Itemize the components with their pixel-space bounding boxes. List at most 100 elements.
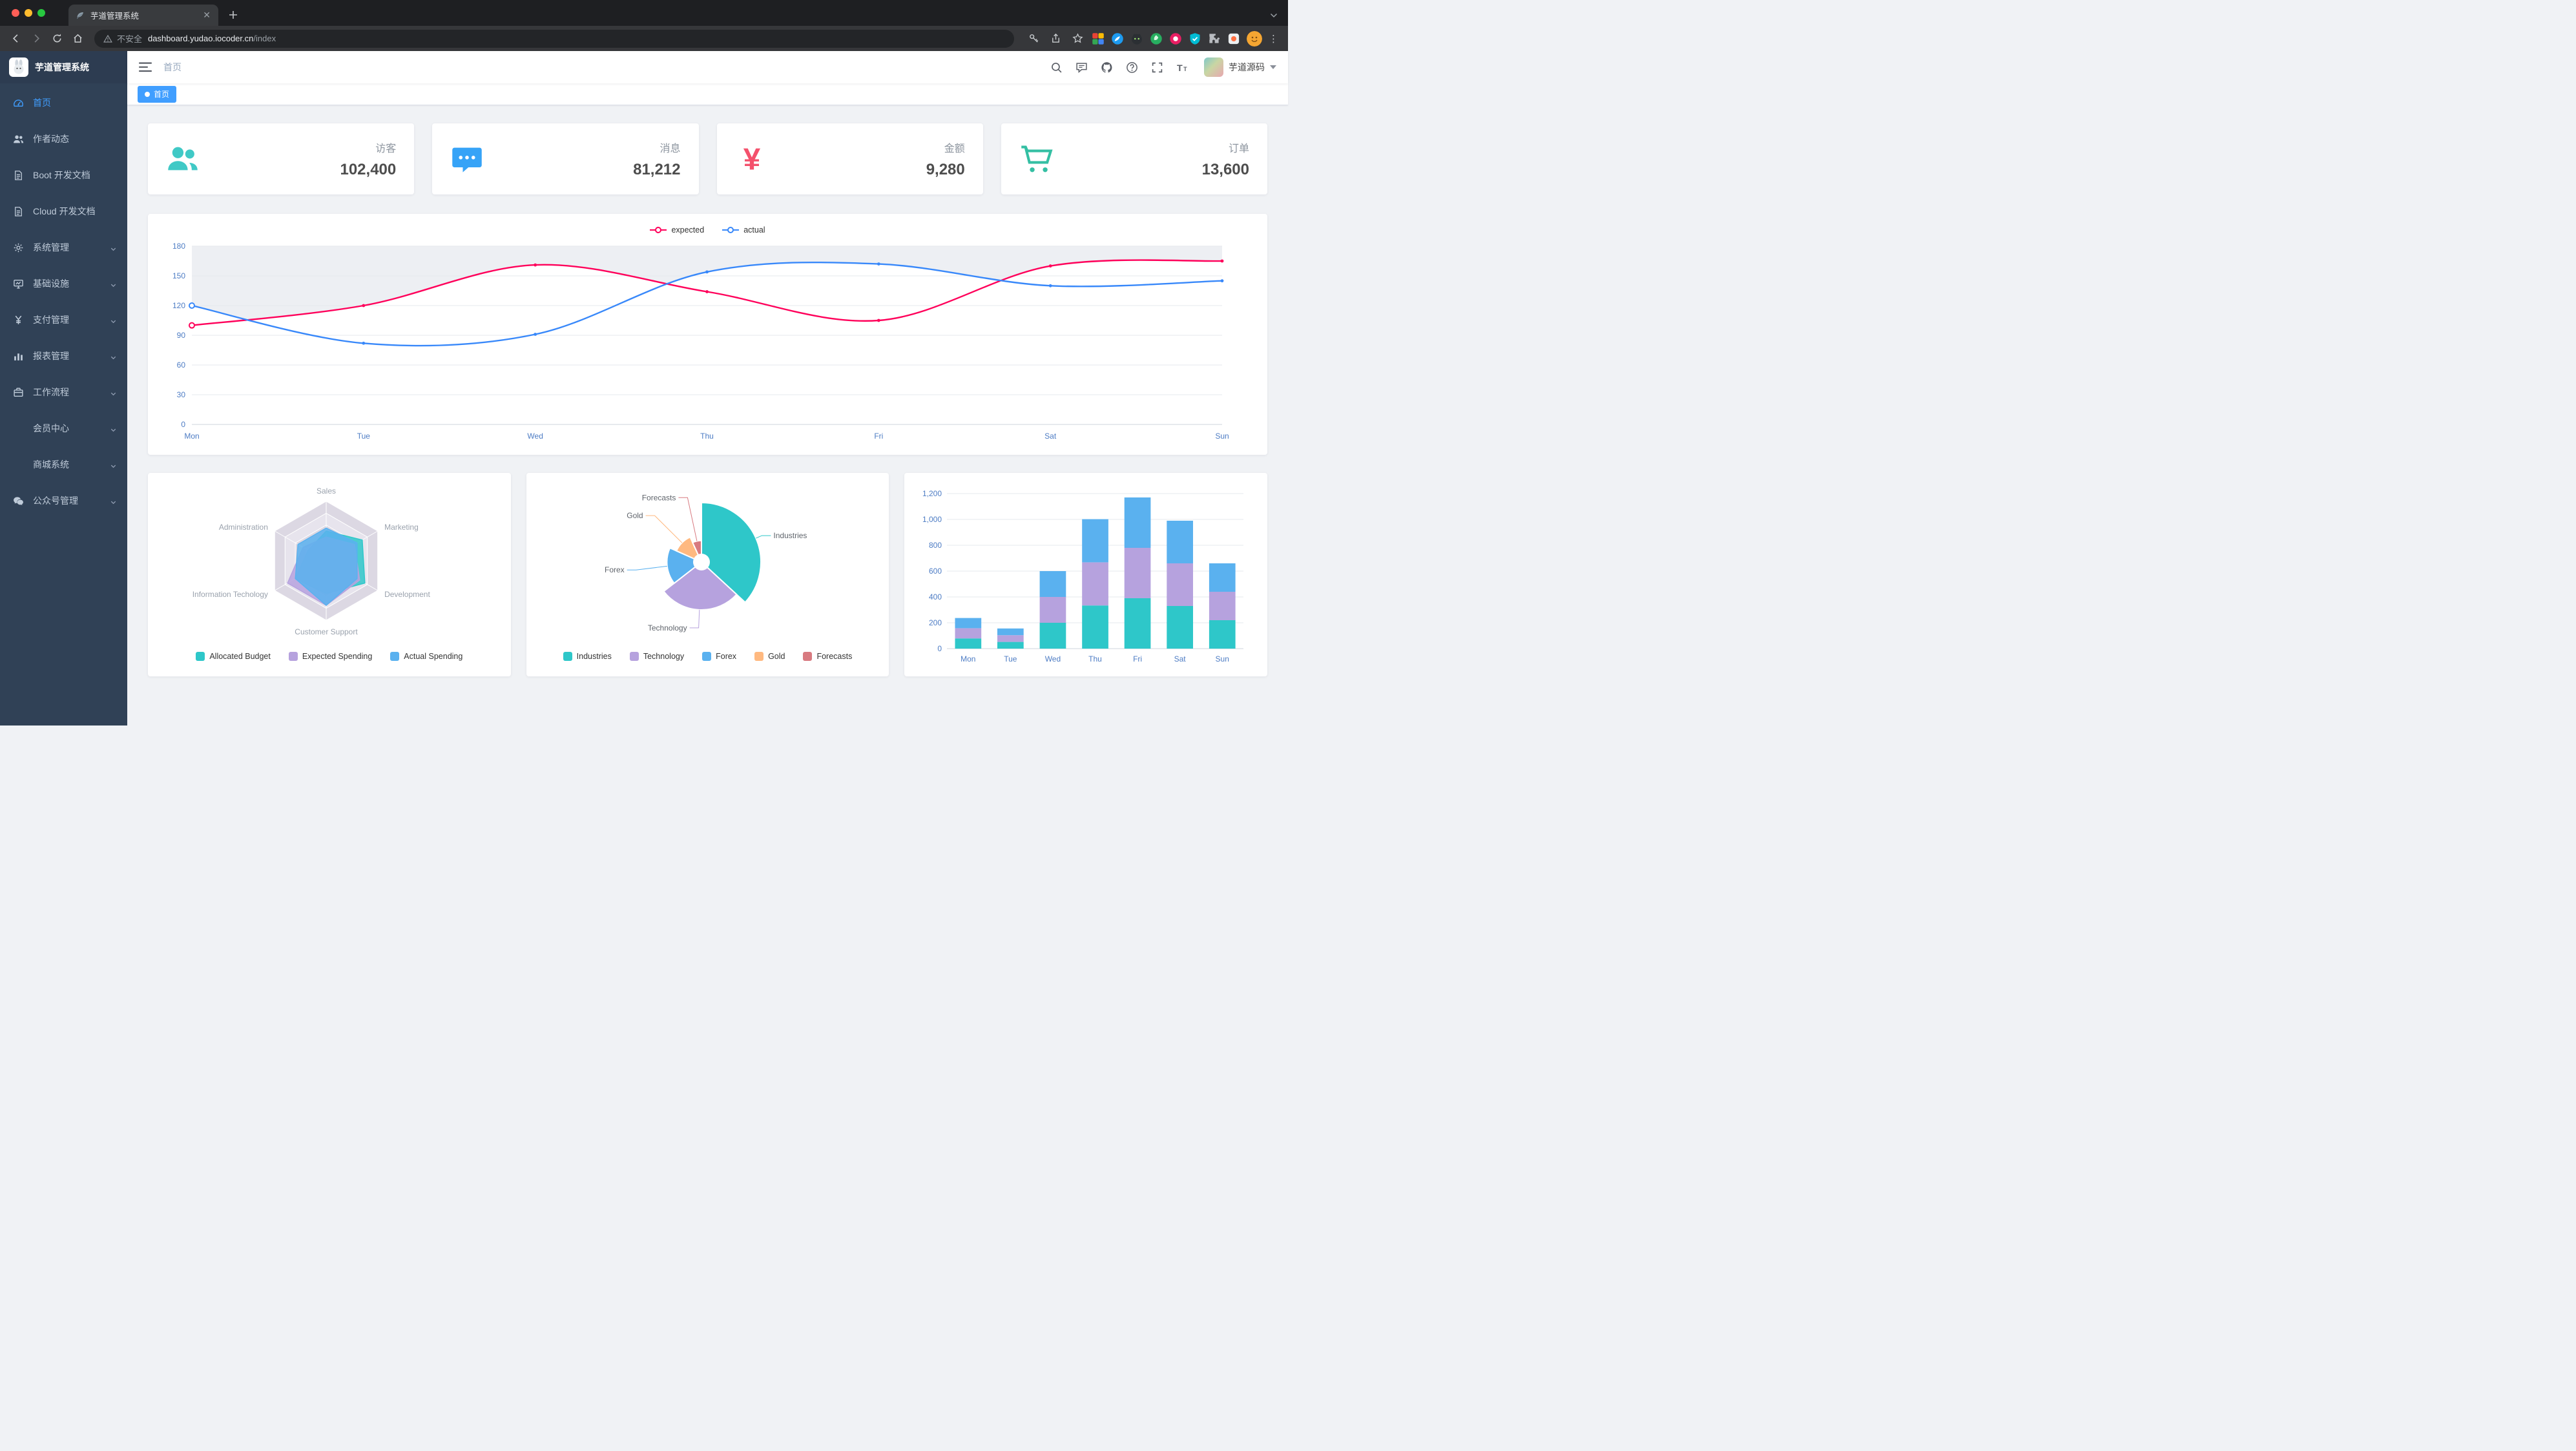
sidebar-item-author[interactable]: 作者动态	[0, 121, 127, 157]
browser-menu-kebab-icon[interactable]: ⋮	[1269, 33, 1278, 45]
sidebar-item-mp[interactable]: 公众号管理	[0, 483, 127, 519]
sidebar-item-workflow[interactable]: 工作流程	[0, 374, 127, 410]
yen-icon	[13, 315, 24, 326]
new-tab-button[interactable]	[227, 9, 239, 21]
svg-text:600: 600	[929, 567, 942, 576]
chevron-down-icon	[110, 280, 117, 287]
share-icon[interactable]	[1048, 31, 1063, 47]
stat-card-money[interactable]: ¥ 金额 9,280	[716, 123, 983, 194]
legend-item[interactable]: Expected Spending	[288, 652, 372, 661]
legend-item[interactable]: Actual Spending	[390, 652, 462, 661]
zoom-window-button[interactable]	[37, 9, 45, 17]
legend-item[interactable]: actual	[722, 225, 765, 235]
search-icon[interactable]	[1050, 61, 1063, 74]
close-window-button[interactable]	[12, 9, 19, 17]
radar-chart[interactable]: Sales Administration Information Techology…	[158, 483, 493, 645]
hamburger-icon[interactable]	[139, 61, 152, 73]
extension-icon[interactable]	[1227, 32, 1240, 45]
browser-toolbar: 不安全 dashboard.yudao.iocoder.cn/index	[0, 26, 1288, 51]
radar-chart-legend: Allocated Budget Expected Spending Actual …	[158, 648, 501, 665]
breadcrumb[interactable]: 首页	[163, 62, 182, 72]
reload-button[interactable]	[48, 30, 66, 48]
svg-text:Mon: Mon	[184, 432, 199, 441]
legend-swatch	[702, 652, 712, 661]
tab-favicon-icon	[75, 10, 85, 21]
home-button[interactable]	[68, 30, 87, 48]
svg-text:Forecasts: Forecasts	[641, 493, 676, 502]
minimize-window-button[interactable]	[25, 9, 32, 17]
legend-item[interactable]: Gold	[754, 652, 785, 661]
legend-item[interactable]: Forecasts	[803, 652, 852, 661]
tag-label: 首页	[154, 90, 170, 99]
sidebar-item-home[interactable]: 首页	[0, 85, 127, 121]
extension-icon[interactable]	[1130, 32, 1143, 45]
legend-item[interactable]: Industries	[563, 652, 612, 661]
extension-icon[interactable]	[1092, 32, 1105, 45]
legend-swatch	[803, 652, 813, 661]
stat-card-messages[interactable]: 消息 81,212	[432, 123, 699, 194]
svg-text:Marketing: Marketing	[384, 523, 419, 532]
chevron-down-icon	[110, 497, 117, 505]
app-logo[interactable]: 芋道管理系统	[0, 51, 127, 83]
browser-profile-avatar[interactable]	[1247, 30, 1262, 47]
sidebar-item-label: Cloud 开发文档	[33, 206, 96, 216]
bookmark-star-icon[interactable]	[1070, 31, 1085, 47]
tags-view-bar: 首页	[127, 83, 1288, 105]
svg-text:Wed: Wed	[1045, 654, 1061, 663]
legend-item[interactable]: Forex	[702, 652, 736, 661]
help-icon[interactable]	[1126, 61, 1138, 74]
tab-strip: 芋道管理系统 ✕	[0, 0, 1288, 26]
sidebar-item-member[interactable]: 会员中心	[0, 410, 127, 446]
browser-tab[interactable]: 芋道管理系统 ✕	[68, 5, 218, 26]
stat-label: 访客	[375, 143, 397, 154]
sidebar-item-label: 会员中心	[33, 423, 69, 433]
tab-close-icon[interactable]: ✕	[203, 10, 211, 20]
pie-chart[interactable]: Industries Technology Forex Gold Forecasts	[537, 483, 872, 645]
extension-icon[interactable]	[1208, 32, 1221, 45]
logo-image	[9, 57, 28, 77]
sidebar-item-infra[interactable]: 基础设施	[0, 266, 127, 302]
forward-button[interactable]	[27, 30, 45, 48]
url-host: dashboard.yudao.iocoder.cn	[148, 34, 254, 43]
stat-card-orders[interactable]: 订单 13,600	[1001, 123, 1267, 194]
extension-icon[interactable]	[1111, 32, 1124, 45]
svg-text:Fri: Fri	[874, 432, 883, 441]
extension-icon[interactable]	[1189, 32, 1201, 45]
sidebar-item-system[interactable]: 系统管理	[0, 229, 127, 266]
security-warning-icon[interactable]	[103, 34, 112, 43]
sidebar-item-report[interactable]: 报表管理	[0, 338, 127, 374]
extension-icon[interactable]	[1169, 32, 1182, 45]
sidebar-item-cloud-docs[interactable]: Cloud 开发文档	[0, 193, 127, 229]
legend-label: Industries	[576, 652, 612, 661]
svg-text:¥: ¥	[743, 142, 760, 176]
extension-icon[interactable]	[1150, 32, 1163, 45]
legend-line-marker	[650, 227, 667, 233]
password-key-icon[interactable]	[1026, 31, 1041, 47]
line-chart[interactable]: 0 30 60 90 120 150 180 Mon Tue Wed Thu Fri Sat Sun	[158, 238, 1236, 446]
github-icon[interactable]	[1101, 61, 1113, 74]
message-icon[interactable]	[1075, 61, 1088, 74]
back-button[interactable]	[6, 30, 25, 48]
sidebar-item-label: 系统管理	[33, 242, 69, 253]
stacked-bar-chart[interactable]: 0 200 400 600 800 1,000 1,200 Mon Tue Wed Thu Fri Sa…	[915, 483, 1250, 667]
svg-text:0: 0	[938, 644, 942, 653]
sidebar-item-label: 首页	[33, 98, 51, 108]
legend-item[interactable]: expected	[650, 225, 704, 235]
address-bar[interactable]: 不安全 dashboard.yudao.iocoder.cn/index	[94, 29, 1014, 48]
sidebar-item-mall[interactable]: 商城系统	[0, 446, 127, 483]
legend-item[interactable]: Allocated Budget	[196, 652, 271, 661]
legend-item[interactable]: Technology	[629, 652, 684, 661]
stat-value: 102,400	[340, 160, 397, 178]
tab-search-chevron-icon[interactable]	[1270, 10, 1278, 18]
tag-home[interactable]: 首页	[138, 85, 177, 103]
fullscreen-icon[interactable]	[1151, 61, 1163, 74]
peoples-icon	[166, 142, 200, 176]
user-menu[interactable]: 芋道源码	[1204, 57, 1276, 77]
document-icon	[13, 206, 24, 217]
sidebar-item-boot-docs[interactable]: Boot 开发文档	[0, 157, 127, 193]
svg-text:Sun: Sun	[1215, 432, 1229, 441]
sidebar-item-payment[interactable]: 支付管理	[0, 302, 127, 338]
bar-chart-card: 0 200 400 600 800 1,000 1,200 Mon Tue Wed Thu Fri Sa…	[904, 473, 1268, 676]
stat-card-visitors[interactable]: 访客 102,400	[148, 123, 415, 194]
